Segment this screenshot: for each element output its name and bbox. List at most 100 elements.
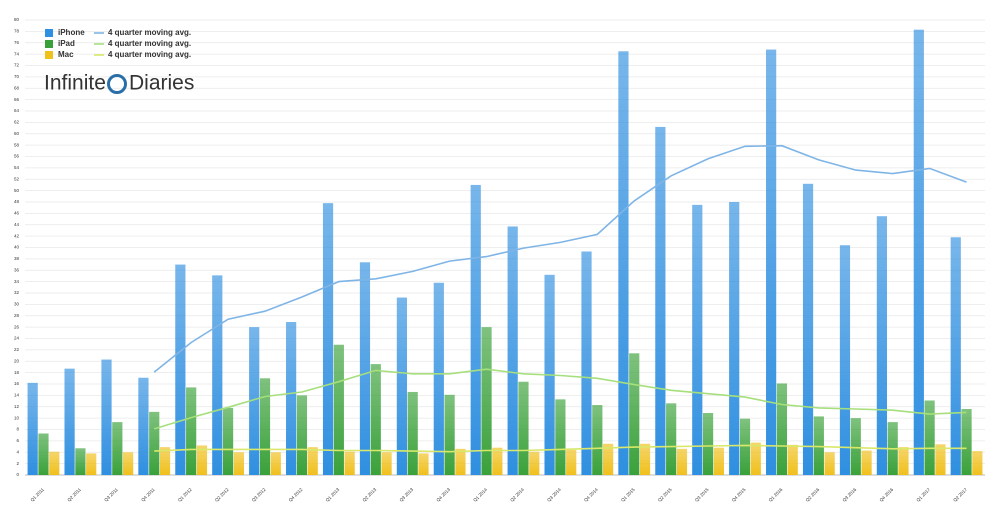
y-tick-label: 28 (14, 313, 20, 318)
bar (618, 51, 629, 475)
x-tick-label: Q3 2013 (398, 487, 414, 503)
y-tick-label: 48 (14, 199, 20, 204)
y-tick-label: 18 (14, 370, 20, 375)
moving-average-line (154, 444, 967, 453)
legend-label: iPhone (58, 28, 85, 37)
y-tick-label: 30 (14, 302, 20, 307)
bar (824, 452, 835, 475)
bar (935, 444, 946, 475)
watermark: Infinite Diaries (44, 72, 194, 95)
bar (813, 416, 824, 475)
bar (138, 377, 149, 475)
legend-label: iPad (58, 39, 75, 48)
bar (481, 327, 492, 475)
bar (112, 422, 123, 475)
x-tick-label: Q3 2011 (103, 487, 119, 503)
bar (692, 204, 703, 475)
bar (924, 400, 935, 475)
x-tick-label: Q3 2015 (694, 487, 710, 503)
bar (249, 327, 260, 475)
bar (470, 184, 481, 475)
bar (159, 447, 171, 475)
x-tick-label: Q4 2013 (435, 487, 451, 503)
x-tick-label: Q1 2011 (29, 487, 45, 503)
y-tick-label: 26 (14, 324, 20, 329)
y-tick-label: 34 (14, 279, 20, 284)
bar (950, 237, 961, 475)
x-tick-label: Q2 2011 (66, 487, 82, 503)
y-tick-label: 46 (14, 211, 20, 216)
bar (86, 453, 97, 475)
bar (396, 297, 407, 475)
x-tick-label: Q1 2014 (472, 487, 488, 503)
bar (713, 447, 724, 475)
bar (850, 418, 861, 475)
moving-average-line (153, 368, 967, 430)
x-tick-label: Q4 2016 (878, 487, 894, 503)
y-tick-label: 72 (14, 63, 20, 68)
bar (222, 407, 234, 475)
plot: Q1 2011 Q2 2011 Q3 2011 Q4 2011 Q1 2012 Q2 20… (27, 29, 983, 503)
bar (49, 451, 60, 475)
y-tick-label: 56 (14, 154, 20, 159)
y-tick-label: 4 (16, 449, 19, 454)
y-tick-label: 12 (14, 404, 20, 409)
bar (270, 452, 281, 475)
bar (418, 453, 429, 475)
bar (296, 395, 308, 475)
bar (581, 251, 592, 475)
y-tick-label: 58 (14, 142, 20, 147)
legend-label: 4 quarter moving avg. (108, 28, 191, 37)
y-tick-label: 78 (14, 29, 20, 34)
y-tick-label: 52 (14, 176, 20, 181)
y-tick-label: 76 (14, 40, 20, 45)
bar (702, 413, 714, 475)
bar (750, 442, 761, 475)
watermark-left: Infinite (44, 72, 106, 95)
bar (212, 275, 223, 475)
x-tick-label: Q1 2015 (620, 487, 636, 503)
bar (776, 383, 788, 475)
x-tick-label: Q4 2015 (731, 487, 747, 503)
y-tick-label: 8 (16, 427, 19, 432)
bar (839, 245, 851, 475)
bar (802, 183, 814, 476)
x-tick-label: Q2 2016 (805, 487, 821, 503)
bar (666, 403, 677, 475)
y-tick-label: 50 (14, 188, 20, 193)
bar (27, 382, 38, 475)
x-tick-label: Q2 2012 (214, 487, 230, 503)
bar (655, 126, 666, 476)
bar (196, 445, 208, 475)
watermark-right: Diaries (129, 72, 194, 95)
bar (359, 262, 371, 475)
y-tick-label: 70 (14, 74, 20, 79)
y-tick-label: 44 (14, 222, 20, 227)
x-tick-label: Q3 2012 (251, 487, 267, 503)
bar (433, 282, 444, 475)
bar (64, 368, 75, 475)
y-tick-label: 24 (14, 336, 20, 341)
bar (913, 29, 924, 475)
bar (729, 202, 740, 475)
bar (259, 378, 271, 475)
x-tick-label: Q1 2012 (177, 487, 193, 503)
x-tick-label: Q1 2013 (325, 487, 341, 503)
x-tick-label: Q2 2013 (362, 487, 378, 503)
bar (876, 216, 887, 475)
bar (123, 452, 134, 475)
bar (149, 411, 160, 475)
bar (603, 443, 614, 475)
y-tick-label: 80 (14, 17, 20, 22)
legend-label: Mac (58, 50, 74, 59)
bar (592, 405, 603, 475)
x-tick-label: Q3 2016 (842, 487, 858, 503)
legend-swatch (45, 40, 53, 48)
y-tick-label: 68 (14, 85, 20, 90)
bar (381, 452, 392, 475)
bar (455, 448, 466, 475)
x-tick-label: Q2 2017 (952, 487, 968, 503)
y-tick-label: 6 (16, 438, 19, 443)
y-tick-label: 54 (14, 165, 20, 170)
y-tick-label: 22 (14, 347, 20, 352)
